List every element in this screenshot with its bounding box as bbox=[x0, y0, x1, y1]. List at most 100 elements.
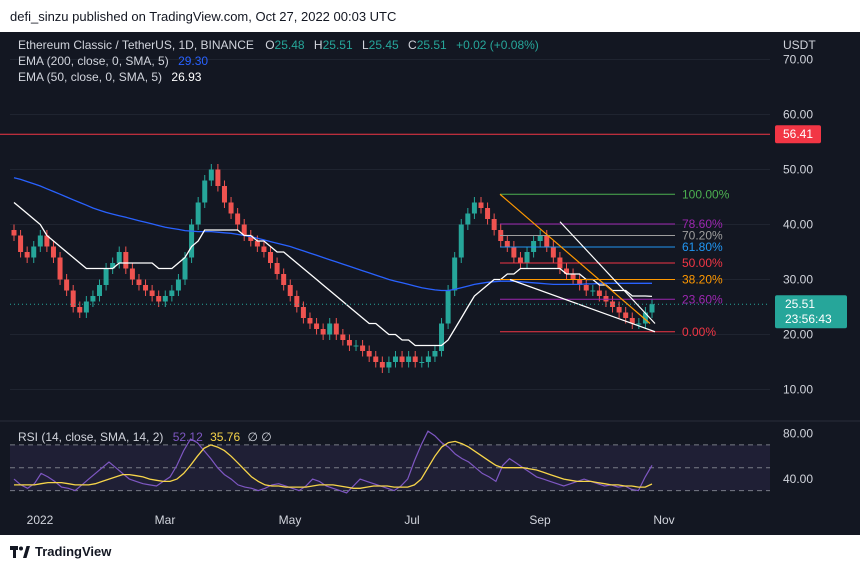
x-tick-label: Nov bbox=[653, 513, 674, 527]
candle-body bbox=[340, 334, 346, 340]
candle-body bbox=[386, 362, 392, 368]
candle-body bbox=[452, 257, 458, 291]
brand-label: TradingView bbox=[35, 544, 112, 559]
ema50-label: EMA (50, close, 0, SMA, 5) bbox=[18, 70, 163, 84]
candle-body bbox=[583, 285, 589, 291]
candle-body bbox=[294, 296, 300, 307]
candle-body bbox=[254, 241, 260, 247]
rsi-legend: RSI (14, close, SMA, 14, 2) 52.12 35.76 … bbox=[18, 430, 272, 444]
candle-body bbox=[44, 235, 50, 247]
candle-body bbox=[31, 246, 37, 258]
candle-body bbox=[228, 202, 234, 214]
x-tick-label: Mar bbox=[155, 513, 176, 527]
rsi-value: 52.12 bbox=[172, 430, 203, 444]
ema200-legend: EMA (200, close, 0, SMA, 5) 29.30 bbox=[18, 54, 208, 68]
currency-label: USDT bbox=[783, 38, 816, 52]
candle-body bbox=[563, 268, 569, 274]
candle-body bbox=[616, 307, 622, 313]
candle-body bbox=[235, 213, 241, 225]
candle-body bbox=[123, 252, 129, 269]
ema200-label: EMA (200, close, 0, SMA, 5) bbox=[18, 54, 169, 68]
candle-body bbox=[156, 296, 162, 302]
close-value: 25.51 bbox=[416, 38, 447, 52]
tradingview-logo[interactable]: TradingView bbox=[10, 544, 111, 559]
candle-body bbox=[189, 224, 195, 258]
candle-body bbox=[623, 312, 629, 318]
rsi-label: RSI (14, close, SMA, 14, 2) bbox=[18, 430, 164, 444]
candle-body bbox=[590, 290, 596, 292]
candle-body bbox=[268, 252, 274, 263]
candle-body bbox=[129, 268, 135, 280]
candle-body bbox=[471, 202, 477, 214]
candle-body bbox=[327, 323, 333, 335]
x-tick-label: Sep bbox=[529, 513, 551, 527]
candle-body bbox=[215, 169, 221, 186]
candle-body bbox=[274, 263, 280, 274]
fib-level-label: 100.00% bbox=[682, 187, 730, 201]
candle-body bbox=[537, 235, 543, 241]
resistance-price-label: 56.41 bbox=[783, 127, 813, 141]
candle-body bbox=[314, 323, 320, 329]
ema200-line bbox=[13, 177, 652, 292]
candle-body bbox=[392, 356, 398, 362]
candle-body bbox=[642, 312, 648, 324]
candle-body bbox=[504, 241, 510, 247]
candle-body bbox=[432, 351, 438, 357]
candle-body bbox=[636, 323, 642, 325]
candle-body bbox=[202, 180, 208, 203]
ohlc-legend: Ethereum Classic / TetherUS, 1D, BINANCE… bbox=[18, 38, 539, 52]
candle-body bbox=[412, 356, 418, 362]
candle-body bbox=[531, 241, 537, 252]
ema50-line bbox=[13, 202, 653, 347]
candle-body bbox=[24, 252, 30, 258]
ema200-value: 29.30 bbox=[178, 54, 209, 68]
candle-body bbox=[57, 257, 63, 280]
candle-body bbox=[425, 356, 431, 362]
candle-body bbox=[241, 224, 247, 236]
candle-body bbox=[103, 268, 109, 285]
price-tick-label: 50.00 bbox=[783, 163, 813, 177]
rsi-ma-value: 35.76 bbox=[210, 430, 241, 444]
candle-body bbox=[353, 345, 359, 347]
footer-bar: TradingView bbox=[0, 535, 860, 569]
candle-body bbox=[11, 230, 17, 236]
price-tick-label: 30.00 bbox=[783, 273, 813, 287]
candle-body bbox=[182, 257, 188, 280]
candle-body bbox=[287, 285, 293, 296]
fib-level-label: 78.60% bbox=[682, 217, 723, 231]
candle-body bbox=[517, 257, 523, 263]
price-tick-label: 60.00 bbox=[783, 108, 813, 122]
rsi-tick-label: 40.00 bbox=[783, 472, 813, 486]
candle-body bbox=[544, 235, 550, 247]
change-value: +0.02 (+0.08%) bbox=[456, 38, 539, 52]
candle-body bbox=[491, 219, 497, 230]
candle-body bbox=[162, 296, 168, 302]
candle-body bbox=[307, 318, 313, 324]
fib-level-label: 38.20% bbox=[682, 273, 723, 287]
x-tick-label: May bbox=[279, 513, 302, 527]
published-text: defi_sinzu published on TradingView.com,… bbox=[10, 9, 397, 24]
candle-body bbox=[524, 252, 530, 263]
chart-area[interactable]: 70.00 60.00 50.00 40.00 30.00 20.00 10.00 2022 M… bbox=[0, 32, 860, 535]
candle-body bbox=[439, 323, 445, 351]
high-value: 25.51 bbox=[322, 38, 353, 52]
chart-svg[interactable]: 70.00 60.00 50.00 40.00 30.00 20.00 10.00 2022 M… bbox=[0, 32, 860, 535]
candle-body bbox=[366, 351, 372, 357]
fib-level-label: 0.00% bbox=[682, 325, 716, 339]
candle-body bbox=[333, 323, 339, 335]
price-tick-label: 40.00 bbox=[783, 218, 813, 232]
candle-body bbox=[360, 345, 366, 351]
candle-body bbox=[208, 169, 214, 181]
candle-body bbox=[458, 224, 464, 258]
candle-body bbox=[110, 263, 116, 269]
rsi-tick-label: 80.00 bbox=[783, 426, 813, 440]
fib-level-label: 23.60% bbox=[682, 292, 723, 306]
candle-body bbox=[649, 304, 655, 313]
candle-body bbox=[465, 213, 471, 225]
candle-body bbox=[221, 186, 227, 203]
trendline-upper-2 bbox=[559, 221, 656, 324]
trendline-upper bbox=[499, 193, 651, 324]
candle-body bbox=[577, 279, 583, 285]
candle-body bbox=[406, 356, 412, 362]
fib-level-label: 50.00% bbox=[682, 256, 723, 270]
